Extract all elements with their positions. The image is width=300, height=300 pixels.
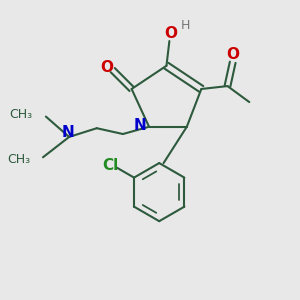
Text: O: O	[100, 60, 113, 75]
Text: O: O	[226, 47, 239, 62]
Text: N: N	[134, 118, 147, 133]
Text: CH₃: CH₃	[10, 108, 33, 121]
Text: CH₃: CH₃	[7, 153, 30, 166]
Text: H: H	[181, 19, 190, 32]
Text: Cl: Cl	[103, 158, 119, 173]
Text: O: O	[164, 26, 177, 41]
Text: N: N	[61, 125, 74, 140]
